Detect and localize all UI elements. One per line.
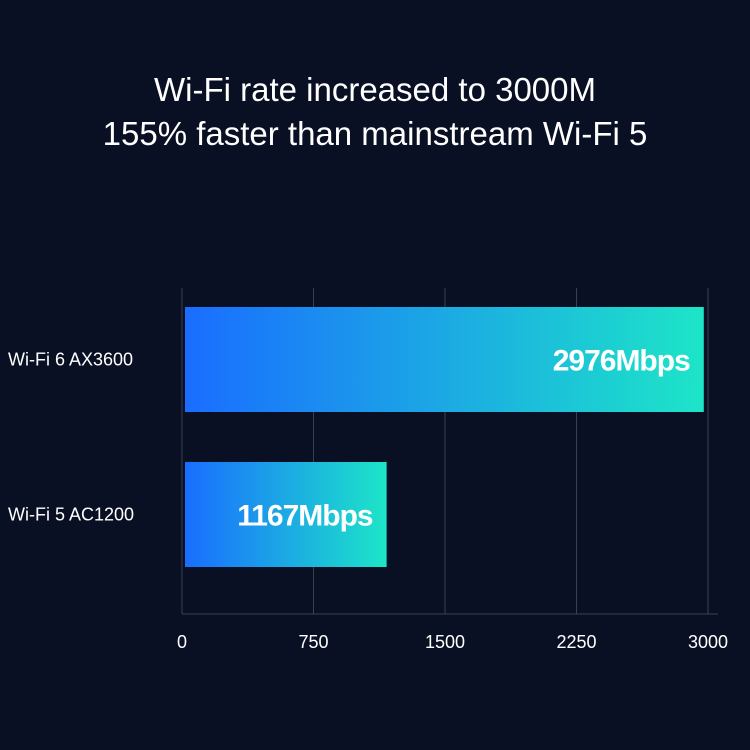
x-tick-label: 2250 bbox=[556, 632, 596, 652]
grid-layer bbox=[181, 288, 718, 615]
x-tick-label: 750 bbox=[298, 632, 328, 652]
category-label: Wi-Fi 6 AX3600 bbox=[8, 350, 133, 370]
bar-wifi6 bbox=[185, 307, 704, 412]
category-label: Wi-Fi 5 AC1200 bbox=[8, 505, 134, 525]
x-tick-label: 1500 bbox=[425, 632, 465, 652]
headline-line-1: Wi-Fi rate increased to 3000M bbox=[153, 71, 596, 108]
bar-value-label: 2976Mbps bbox=[553, 345, 690, 378]
x-tick-label: 0 bbox=[177, 632, 187, 652]
bar-layer bbox=[185, 307, 704, 567]
bar-value-label: 1167Mbps bbox=[237, 500, 373, 533]
x-tick-label: 3000 bbox=[688, 632, 728, 652]
bar-wifi5 bbox=[185, 462, 387, 567]
chart-headline: Wi-Fi rate increased to 3000M 155% faste… bbox=[0, 68, 750, 156]
headline-line-2: 155% faster than mainstream Wi-Fi 5 bbox=[102, 115, 648, 152]
label-layer: 0 750 1500 2250 3000 Wi-Fi 6 AX3600 2976Mbps Wi… bbox=[8, 345, 728, 653]
